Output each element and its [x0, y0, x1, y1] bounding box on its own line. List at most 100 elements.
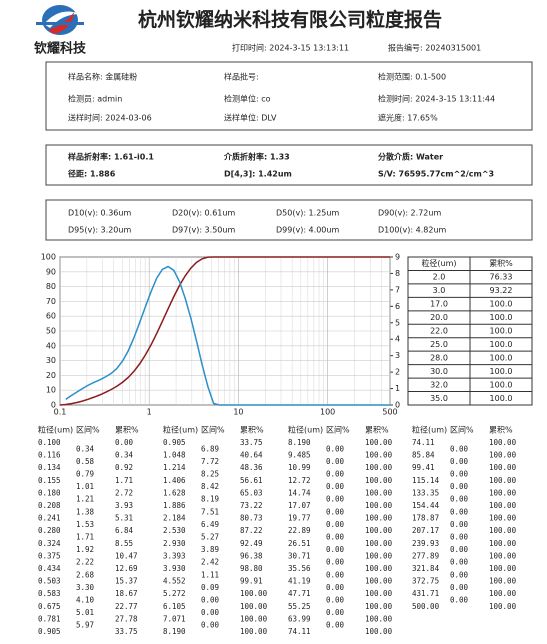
interval-cell: 0.00 [201, 621, 220, 630]
cumulative-cell: 100.00 [365, 501, 393, 510]
cumulative-cell: 100.00 [240, 589, 268, 598]
field: 介质折射率: 1.33 [223, 152, 290, 162]
interval-cell: 7.72 [201, 457, 219, 466]
cumulative-cell: 3.93 [115, 501, 133, 510]
interval-cell: 8.25 [201, 470, 219, 479]
cumulative-cell: 73.22 [240, 501, 263, 510]
field: D99(v): 4.00um [276, 226, 339, 235]
y-tick-label: 40 [46, 341, 56, 350]
interval-cell: 5.27 [201, 533, 219, 542]
interval-cell: 0.34 [76, 444, 95, 453]
cumulative-cell: 56.61 [240, 476, 263, 485]
table-cell: 100.0 [490, 300, 513, 309]
cumulative-cell: 18.67 [115, 589, 138, 598]
interval-cell: 0.00 [450, 570, 469, 579]
size-cell: 22.89 [288, 526, 311, 535]
y-tick-label: 70 [46, 297, 56, 306]
field: 遮光度: 17.65% [378, 113, 438, 123]
table-header: 区间% [326, 426, 350, 435]
interval-cell: 0.00 [326, 470, 345, 479]
cumulative-cell: 100.00 [489, 501, 517, 510]
y2-tick-label: 3 [395, 351, 400, 360]
cumulative-cell: 12.69 [115, 564, 138, 573]
table-header: 累积% [489, 258, 513, 268]
size-cell: 99.41 [412, 463, 435, 472]
size-cell: 26.51 [288, 539, 311, 548]
cumulative-cell: 100.00 [365, 551, 393, 560]
size-cell: 154.44 [412, 501, 440, 510]
table-cell: 76.33 [490, 273, 513, 282]
size-cell: 63.99 [288, 614, 311, 623]
cumulative-cell: 100.00 [365, 627, 393, 636]
size-cell: 277.89 [412, 551, 439, 560]
interval-cell: 0.00 [450, 507, 469, 516]
interval-cell: 0.00 [326, 621, 345, 630]
y2-tick-label: 1 [395, 384, 400, 393]
size-cell: 8.190 [288, 438, 311, 447]
cumulative-cell: 100.00 [365, 589, 393, 598]
table-header: 区间% [76, 426, 100, 435]
interval-cell: 0.00 [450, 558, 469, 567]
interval-cell: 0.00 [326, 495, 345, 504]
table-header: 区间% [201, 426, 225, 435]
field: 径距: 1.886 [68, 169, 116, 179]
interval-cell: 0.00 [326, 457, 345, 466]
table-cell: 100.0 [490, 380, 513, 389]
x-tick-label: 1 [147, 408, 152, 417]
cumulative-cell: 0.92 [115, 463, 133, 472]
cumulative-cell: 100.00 [240, 602, 268, 611]
cumulative-cell: 48.36 [240, 463, 263, 472]
interval-cell: 0.00 [326, 558, 345, 567]
table-cell: 25.0 [430, 340, 448, 349]
interval-cell: 1.11 [201, 570, 219, 579]
y-tick-label: 20 [46, 371, 56, 380]
cumulative-cell: 87.22 [240, 526, 263, 535]
interval-cell: 0.00 [450, 457, 469, 466]
size-cell: 3.393 [163, 551, 186, 560]
cumulative-cell: 100.00 [489, 602, 517, 611]
table-cell: 22.0 [430, 327, 448, 336]
size-cell: 0.208 [38, 501, 61, 510]
series-line [65, 265, 390, 406]
interval-cell: 4.10 [76, 596, 95, 605]
y2-tick-label: 9 [395, 253, 400, 262]
report-title: 杭州钦耀纳米科技有限公司粒度报告 [138, 8, 442, 31]
size-cell: 431.71 [412, 589, 439, 598]
table-cell: 93.22 [490, 286, 513, 295]
cumulative-cell: 100.00 [489, 551, 517, 560]
size-cell: 0.375 [38, 551, 61, 560]
interval-cell: 8.42 [201, 482, 219, 491]
size-cell: 0.155 [38, 476, 61, 485]
size-cell: 5.272 [163, 589, 186, 598]
size-cell: 2.530 [163, 526, 186, 535]
size-cell: 0.100 [38, 438, 61, 447]
y2-tick-label: 2 [395, 368, 400, 377]
table-cell: 2.0 [433, 273, 446, 282]
interval-cell: 0.00 [326, 444, 345, 453]
size-cell: 2.930 [163, 539, 186, 548]
y-tick-label: 80 [46, 282, 56, 291]
size-cell: 500.00 [412, 602, 440, 611]
cumulative-cell: 6.84 [115, 526, 134, 535]
interval-cell: 0.00 [201, 608, 220, 617]
cumulative-cell: 100.00 [365, 602, 393, 611]
y-tick-label: 10 [46, 386, 56, 395]
interval-cell: 0.00 [326, 608, 345, 617]
cumulative-cell: 100.00 [365, 463, 393, 472]
cumulative-cell: 92.49 [240, 539, 263, 548]
field: D50(v): 1.25um [276, 209, 339, 218]
size-cell: 3.930 [163, 564, 186, 573]
table-header: 粒径(um) [421, 258, 456, 268]
table-cell: 32.0 [430, 380, 448, 389]
size-cell: 321.84 [412, 564, 440, 573]
y-tick-label: 50 [46, 327, 56, 336]
field: 样品批号: [224, 72, 259, 82]
cumulative-cell: 99.91 [240, 577, 263, 586]
logo-text: 钦耀科技 [33, 41, 87, 57]
cumulative-cell: 80.73 [240, 514, 263, 523]
size-cell: 0.180 [38, 488, 61, 497]
diameter-box [45, 199, 533, 241]
size-cell: 8.190 [163, 627, 186, 636]
size-cell: 47.71 [288, 589, 311, 598]
